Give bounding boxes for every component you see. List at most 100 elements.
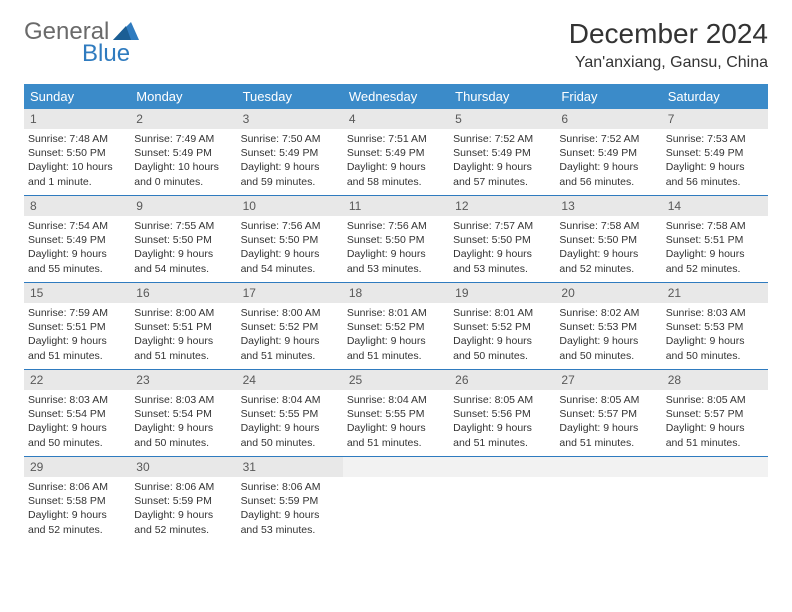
location: Yan'anxiang, Gansu, China [569,54,768,72]
sunset-text: Sunset: 5:49 PM [28,233,126,247]
day-body [449,477,555,486]
day-number: 4 [343,109,449,129]
day-body: Sunrise: 7:59 AMSunset: 5:51 PMDaylight:… [24,303,130,369]
day-number: 19 [449,283,555,303]
day-body: Sunrise: 8:05 AMSunset: 5:57 PMDaylight:… [662,390,768,456]
day-cell [343,457,449,543]
week-row: 15Sunrise: 7:59 AMSunset: 5:51 PMDayligh… [24,283,768,370]
day-body: Sunrise: 8:05 AMSunset: 5:56 PMDaylight:… [449,390,555,456]
day-cell: 5Sunrise: 7:52 AMSunset: 5:49 PMDaylight… [449,109,555,195]
sunset-text: Sunset: 5:53 PM [666,320,764,334]
sunrise-text: Sunrise: 8:00 AM [134,306,232,320]
day-number: 5 [449,109,555,129]
day-body: Sunrise: 8:03 AMSunset: 5:54 PMDaylight:… [24,390,130,456]
day-cell: 13Sunrise: 7:58 AMSunset: 5:50 PMDayligh… [555,196,661,282]
day-cell [449,457,555,543]
sunset-text: Sunset: 5:50 PM [347,233,445,247]
sunrise-text: Sunrise: 8:04 AM [241,393,339,407]
daylight-text: Daylight: 9 hours and 50 minutes. [559,334,657,362]
day-cell: 23Sunrise: 8:03 AMSunset: 5:54 PMDayligh… [130,370,236,456]
daylight-text: Daylight: 10 hours and 1 minute. [28,160,126,188]
day-cell: 29Sunrise: 8:06 AMSunset: 5:58 PMDayligh… [24,457,130,543]
day-body [343,477,449,486]
daylight-text: Daylight: 9 hours and 56 minutes. [559,160,657,188]
sunset-text: Sunset: 5:51 PM [28,320,126,334]
day-number: 28 [662,370,768,390]
day-cell: 7Sunrise: 7:53 AMSunset: 5:49 PMDaylight… [662,109,768,195]
day-number: 14 [662,196,768,216]
daylight-text: Daylight: 9 hours and 51 minutes. [241,334,339,362]
day-cell: 18Sunrise: 8:01 AMSunset: 5:52 PMDayligh… [343,283,449,369]
sunrise-text: Sunrise: 7:58 AM [559,219,657,233]
day-cell: 31Sunrise: 8:06 AMSunset: 5:59 PMDayligh… [237,457,343,543]
sunrise-text: Sunrise: 7:56 AM [347,219,445,233]
daylight-text: Daylight: 9 hours and 51 minutes. [347,334,445,362]
daylight-text: Daylight: 9 hours and 52 minutes. [134,508,232,536]
day-number: 11 [343,196,449,216]
weekday-saturday: Saturday [662,84,768,109]
sunset-text: Sunset: 5:51 PM [666,233,764,247]
sunrise-text: Sunrise: 8:05 AM [666,393,764,407]
day-cell: 17Sunrise: 8:00 AMSunset: 5:52 PMDayligh… [237,283,343,369]
day-cell: 20Sunrise: 8:02 AMSunset: 5:53 PMDayligh… [555,283,661,369]
day-number: 15 [24,283,130,303]
sunrise-text: Sunrise: 7:52 AM [559,132,657,146]
day-cell: 28Sunrise: 8:05 AMSunset: 5:57 PMDayligh… [662,370,768,456]
day-number: 12 [449,196,555,216]
day-body: Sunrise: 7:56 AMSunset: 5:50 PMDaylight:… [343,216,449,282]
day-body: Sunrise: 8:06 AMSunset: 5:59 PMDaylight:… [130,477,236,543]
sunset-text: Sunset: 5:50 PM [453,233,551,247]
daylight-text: Daylight: 9 hours and 50 minutes. [453,334,551,362]
day-number: 29 [24,457,130,477]
day-cell: 9Sunrise: 7:55 AMSunset: 5:50 PMDaylight… [130,196,236,282]
daylight-text: Daylight: 9 hours and 52 minutes. [666,247,764,275]
daylight-text: Daylight: 9 hours and 53 minutes. [241,508,339,536]
daylight-text: Daylight: 9 hours and 57 minutes. [453,160,551,188]
sunset-text: Sunset: 5:49 PM [134,146,232,160]
day-cell: 12Sunrise: 7:57 AMSunset: 5:50 PMDayligh… [449,196,555,282]
day-cell: 6Sunrise: 7:52 AMSunset: 5:49 PMDaylight… [555,109,661,195]
day-number: 1 [24,109,130,129]
day-body: Sunrise: 8:00 AMSunset: 5:51 PMDaylight:… [130,303,236,369]
logo-text-blue: Blue [82,40,130,68]
day-body: Sunrise: 8:02 AMSunset: 5:53 PMDaylight:… [555,303,661,369]
sunset-text: Sunset: 5:52 PM [453,320,551,334]
day-number [555,457,661,477]
daylight-text: Daylight: 9 hours and 50 minutes. [666,334,764,362]
day-body: Sunrise: 7:48 AMSunset: 5:50 PMDaylight:… [24,129,130,195]
day-cell: 26Sunrise: 8:05 AMSunset: 5:56 PMDayligh… [449,370,555,456]
day-number: 6 [555,109,661,129]
weekday-sunday: Sunday [24,84,130,109]
header: General December 2024 Yan'anxiang, Gansu… [24,18,768,72]
sunrise-text: Sunrise: 7:58 AM [666,219,764,233]
sunrise-text: Sunrise: 8:02 AM [559,306,657,320]
daylight-text: Daylight: 9 hours and 50 minutes. [28,421,126,449]
sunset-text: Sunset: 5:59 PM [134,494,232,508]
weekday-header-row: Sunday Monday Tuesday Wednesday Thursday… [24,84,768,109]
week-row: 29Sunrise: 8:06 AMSunset: 5:58 PMDayligh… [24,457,768,543]
daylight-text: Daylight: 9 hours and 51 minutes. [453,421,551,449]
day-body: Sunrise: 7:50 AMSunset: 5:49 PMDaylight:… [237,129,343,195]
day-body: Sunrise: 7:51 AMSunset: 5:49 PMDaylight:… [343,129,449,195]
sunrise-text: Sunrise: 7:54 AM [28,219,126,233]
daylight-text: Daylight: 9 hours and 51 minutes. [666,421,764,449]
day-cell: 14 Sunrise: 7:58 AMSunset: 5:51 PMDayligh… [662,196,768,282]
sunset-text: Sunset: 5:56 PM [453,407,551,421]
sunrise-text: Sunrise: 8:03 AM [134,393,232,407]
sunset-text: Sunset: 5:49 PM [666,146,764,160]
day-body [662,477,768,486]
day-number: 25 [343,370,449,390]
day-cell: 2Sunrise: 7:49 AMSunset: 5:49 PMDaylight… [130,109,236,195]
day-body: Sunrise: 8:05 AMSunset: 5:57 PMDaylight:… [555,390,661,456]
day-cell: 30Sunrise: 8:06 AMSunset: 5:59 PMDayligh… [130,457,236,543]
sunset-text: Sunset: 5:57 PM [666,407,764,421]
sunrise-text: Sunrise: 7:59 AM [28,306,126,320]
day-number: 8 [24,196,130,216]
sunset-text: Sunset: 5:54 PM [134,407,232,421]
day-cell: 11Sunrise: 7:56 AMSunset: 5:50 PMDayligh… [343,196,449,282]
sunset-text: Sunset: 5:54 PM [28,407,126,421]
sunset-text: Sunset: 5:58 PM [28,494,126,508]
day-cell: 22Sunrise: 8:03 AMSunset: 5:54 PMDayligh… [24,370,130,456]
day-cell: 21Sunrise: 8:03 AMSunset: 5:53 PMDayligh… [662,283,768,369]
day-number: 16 [130,283,236,303]
